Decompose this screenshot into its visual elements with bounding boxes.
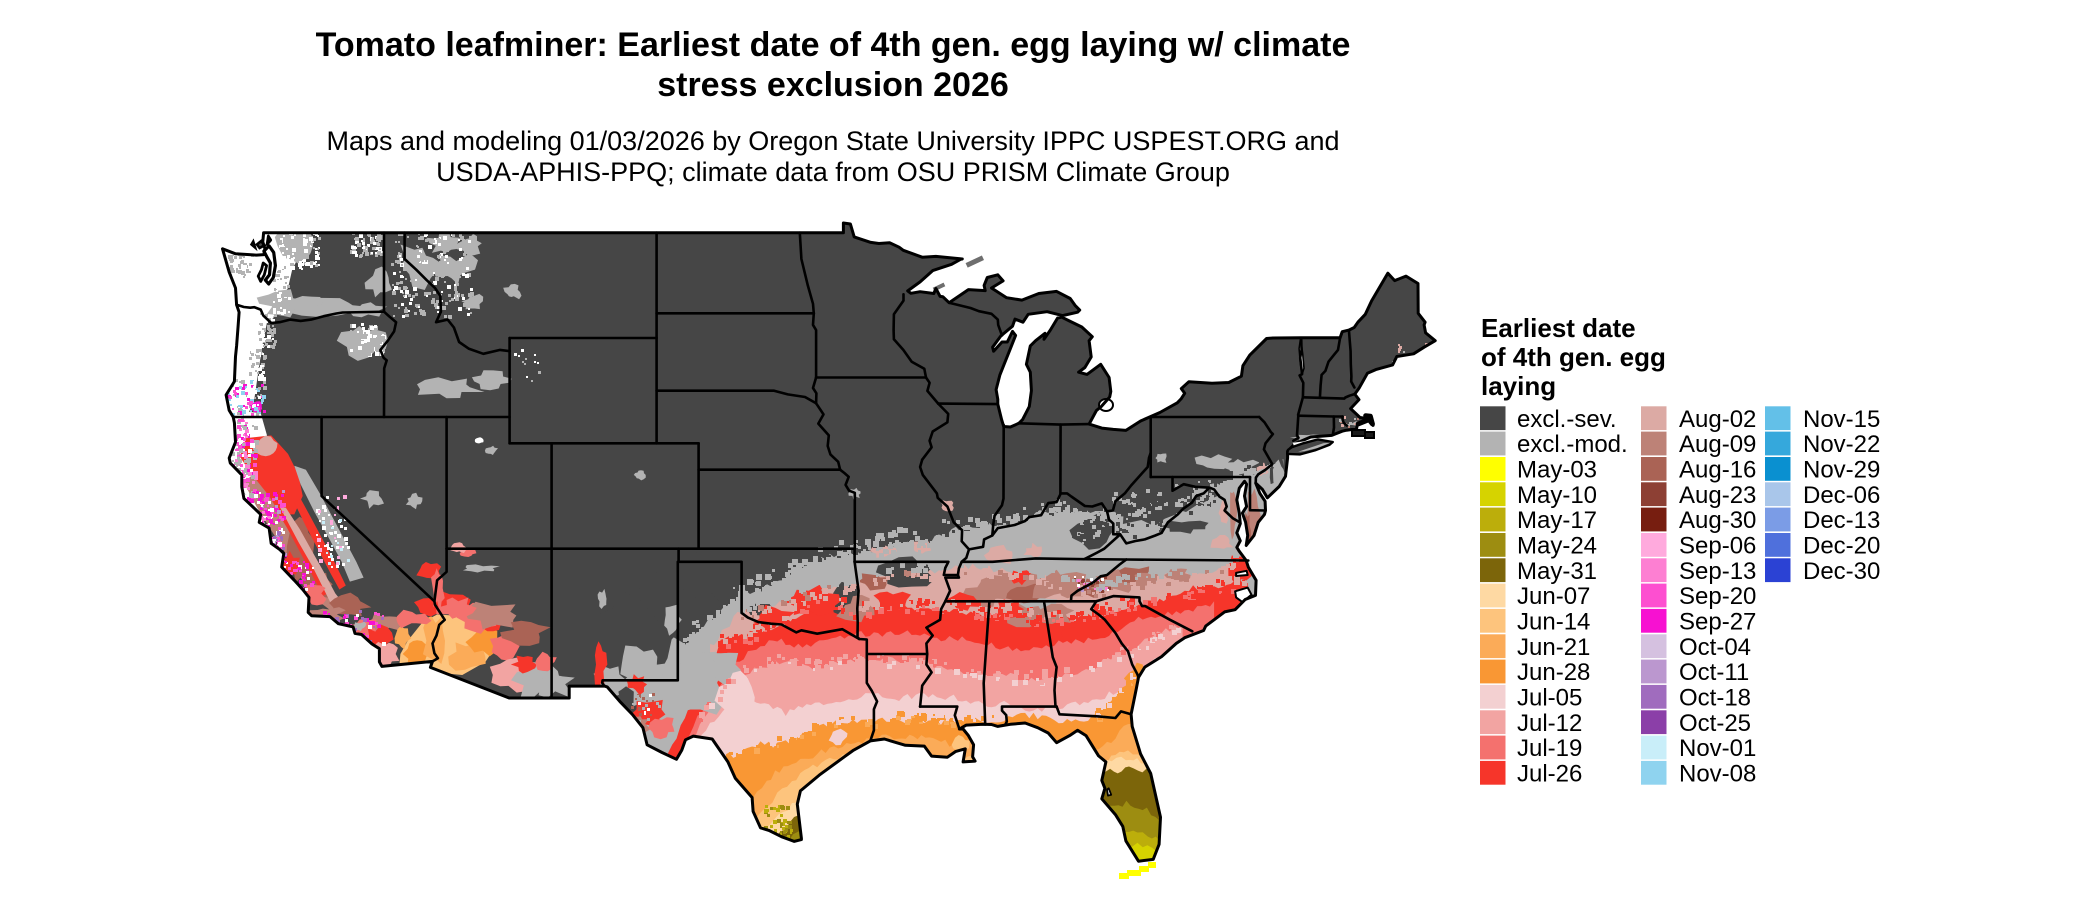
- svg-text:Tomato leafminer: Earliest dat: Tomato leafminer: Earliest date of 4th g…: [316, 26, 1351, 64]
- svg-text:Jun-21: Jun-21: [1517, 634, 1590, 661]
- svg-text:Jul-05: Jul-05: [1517, 685, 1582, 712]
- svg-text:Oct-04: Oct-04: [1679, 634, 1751, 661]
- svg-text:May-10: May-10: [1517, 482, 1597, 509]
- svg-text:Sep-27: Sep-27: [1679, 609, 1756, 636]
- svg-text:Oct-18: Oct-18: [1679, 685, 1751, 712]
- svg-text:Sep-20: Sep-20: [1679, 583, 1756, 610]
- svg-text:Oct-11: Oct-11: [1679, 659, 1749, 686]
- svg-text:Sep-13: Sep-13: [1679, 558, 1756, 585]
- svg-text:Jul-19: Jul-19: [1517, 735, 1582, 762]
- svg-text:Earliest date: Earliest date: [1481, 313, 1636, 343]
- svg-text:laying: laying: [1481, 371, 1556, 401]
- svg-text:Jul-26: Jul-26: [1517, 761, 1582, 788]
- svg-text:of 4th gen. egg: of 4th gen. egg: [1481, 342, 1666, 372]
- svg-text:Jun-14: Jun-14: [1517, 609, 1590, 636]
- svg-text:Aug-23: Aug-23: [1679, 482, 1756, 509]
- svg-text:Maps and modeling 01/03/2026 b: Maps and modeling 01/03/2026 by Oregon S…: [326, 126, 1339, 156]
- svg-text:Dec-30: Dec-30: [1803, 558, 1880, 585]
- svg-text:Dec-20: Dec-20: [1803, 533, 1880, 560]
- svg-text:May-17: May-17: [1517, 507, 1597, 534]
- svg-text:excl.-sev.: excl.-sev.: [1517, 406, 1617, 433]
- svg-text:Aug-30: Aug-30: [1679, 507, 1756, 534]
- svg-text:Nov-29: Nov-29: [1803, 457, 1880, 484]
- svg-text:Sep-06: Sep-06: [1679, 533, 1756, 560]
- svg-text:Oct-25: Oct-25: [1679, 710, 1751, 737]
- svg-text:Aug-09: Aug-09: [1679, 431, 1756, 458]
- svg-text:May-03: May-03: [1517, 457, 1597, 484]
- svg-text:Aug-02: Aug-02: [1679, 406, 1756, 433]
- svg-text:Dec-06: Dec-06: [1803, 482, 1880, 509]
- svg-text:Jun-07: Jun-07: [1517, 583, 1590, 610]
- svg-text:May-31: May-31: [1517, 558, 1597, 585]
- svg-text:Jul-12: Jul-12: [1517, 710, 1582, 737]
- svg-text:USDA-APHIS-PPQ; climate data f: USDA-APHIS-PPQ; climate data from OSU PR…: [436, 157, 1230, 187]
- svg-text:Dec-13: Dec-13: [1803, 507, 1880, 534]
- svg-text:Nov-22: Nov-22: [1803, 431, 1880, 458]
- svg-text:excl.-mod.: excl.-mod.: [1517, 431, 1628, 458]
- svg-text:May-24: May-24: [1517, 533, 1597, 560]
- svg-text:Aug-16: Aug-16: [1679, 457, 1756, 484]
- svg-text:Nov-08: Nov-08: [1679, 761, 1756, 788]
- svg-text:Nov-01: Nov-01: [1679, 735, 1756, 762]
- svg-text:Nov-15: Nov-15: [1803, 406, 1880, 433]
- svg-text:stress exclusion 2026: stress exclusion 2026: [657, 66, 1009, 104]
- svg-text:Jun-28: Jun-28: [1517, 659, 1590, 686]
